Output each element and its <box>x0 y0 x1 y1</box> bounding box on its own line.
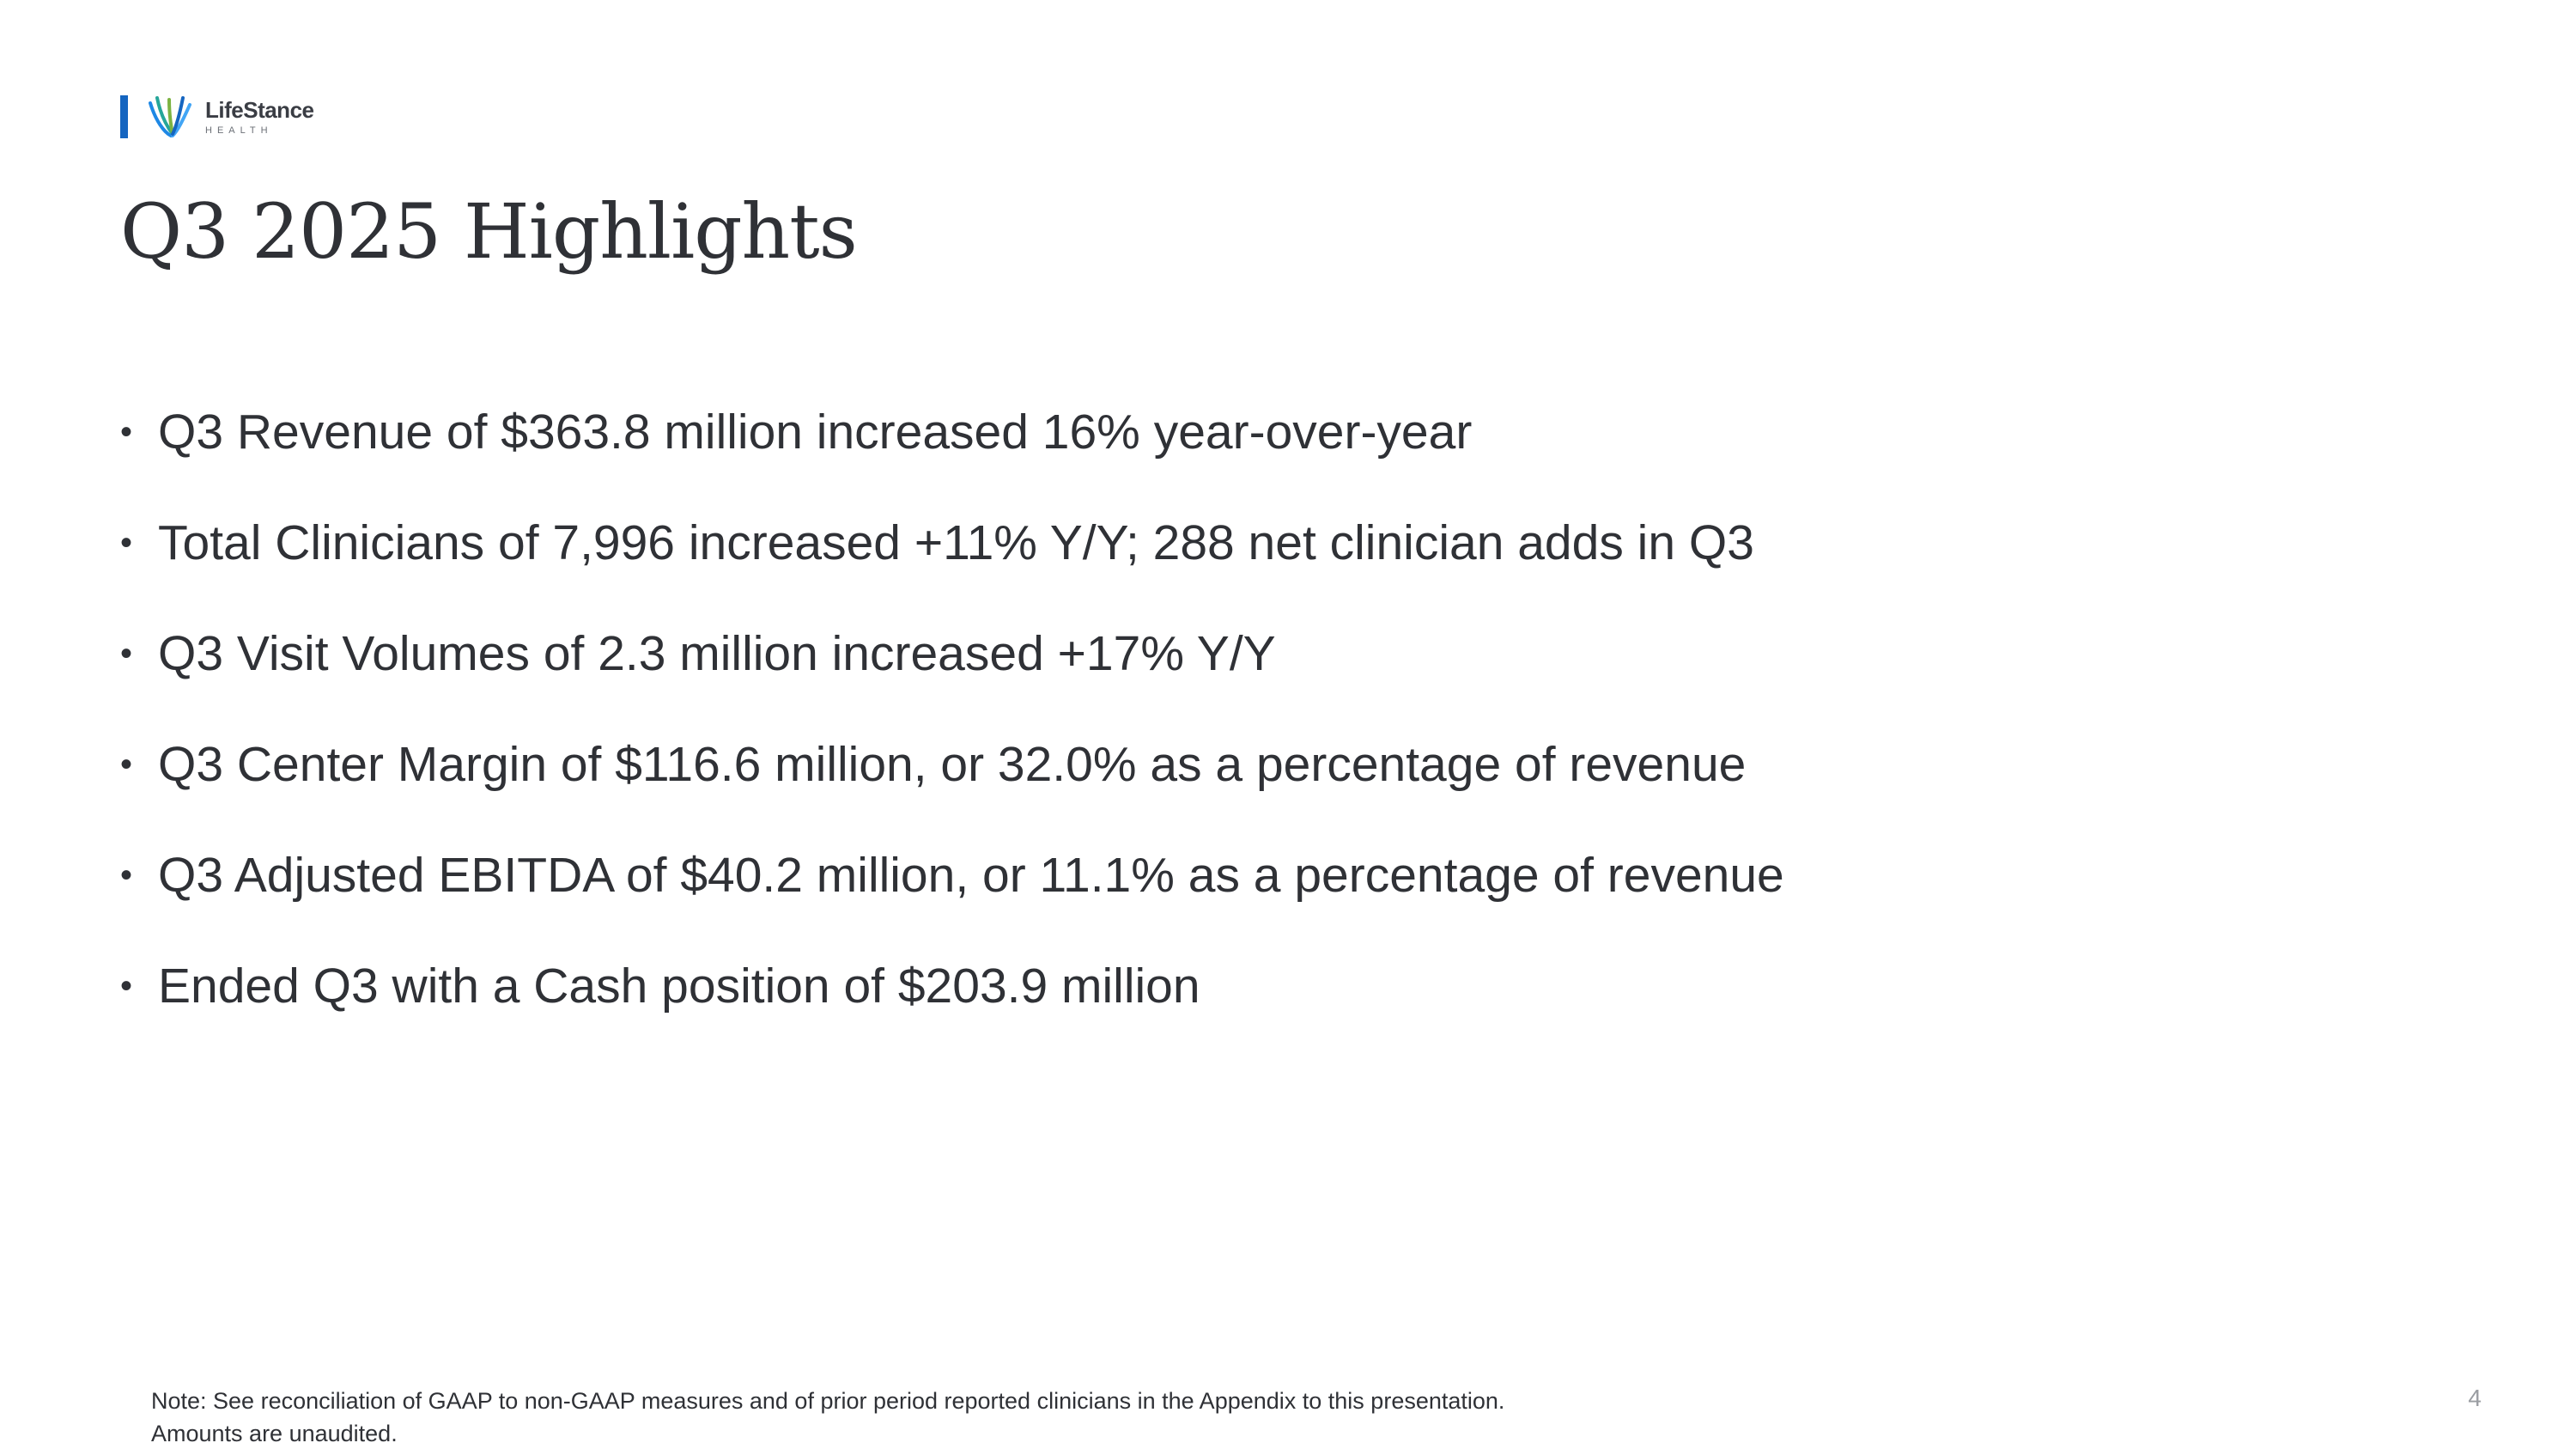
bullet-icon: • <box>120 635 133 673</box>
bullet-icon: • <box>120 967 133 1005</box>
highlight-text: Q3 Revenue of $363.8 million increased 1… <box>158 405 1473 460</box>
bullet-icon: • <box>120 746 133 783</box>
footnote-line-1: Note: See reconciliation of GAAP to non-… <box>151 1388 1505 1414</box>
logo-accent-bar <box>120 95 128 138</box>
bullet-icon: • <box>120 856 133 894</box>
bullet-icon: • <box>120 413 133 451</box>
list-item: • Total Clinicians of 7,996 increased +11… <box>120 514 1784 625</box>
highlight-text: Q3 Visit Volumes of 2.3 million increase… <box>158 626 1276 681</box>
lifestance-logo-icon <box>149 96 191 137</box>
highlight-text: Q3 Center Margin of $116.6 million, or 3… <box>158 737 1747 792</box>
highlight-text: Ended Q3 with a Cash position of $203.9 … <box>158 959 1200 1014</box>
bullet-icon: • <box>120 524 133 562</box>
highlight-text: Total Clinicians of 7,996 increased +11%… <box>158 515 1754 570</box>
slide-title: Q3 2025 Highlights <box>120 187 858 276</box>
logo-name: LifeStance <box>205 96 314 123</box>
list-item: • Q3 Center Margin of $116.6 million, or … <box>120 736 1784 847</box>
logo-subtitle: HEALTH <box>205 125 273 136</box>
footnote: Note: See reconciliation of GAAP to non-… <box>151 1385 1504 1449</box>
list-item: • Q3 Adjusted EBITDA of $40.2 million, or… <box>120 847 1784 958</box>
highlight-text: Q3 Adjusted EBITDA of $40.2 million, or … <box>158 848 1784 903</box>
company-logo: LifeStance HEALTH <box>120 91 314 143</box>
page-number: 4 <box>2468 1385 2482 1411</box>
list-item: • Q3 Revenue of $363.8 million increased … <box>120 404 1784 514</box>
list-item: • Ended Q3 with a Cash position of $203.9… <box>120 958 1784 1068</box>
footnote-line-2: Amounts are unaudited. <box>151 1421 398 1446</box>
list-item: • Q3 Visit Volumes of 2.3 million increas… <box>120 625 1784 736</box>
highlights-list: • Q3 Revenue of $363.8 million increased … <box>120 404 1784 1068</box>
